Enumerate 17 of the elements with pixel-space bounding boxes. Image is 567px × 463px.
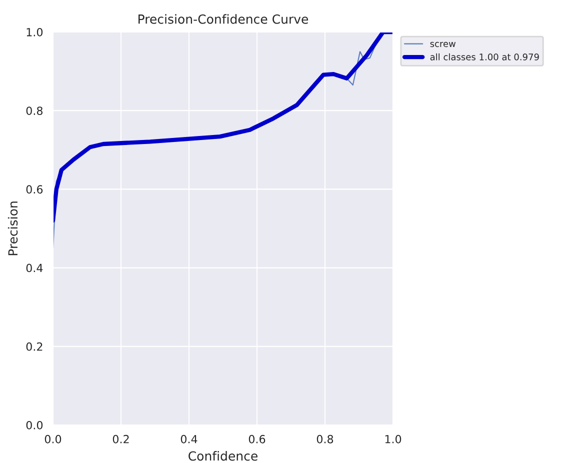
x-tick-label: 0.4: [180, 434, 198, 444]
x-tick-label: 1.0: [385, 434, 402, 444]
x-tick-label: 0.0: [44, 434, 62, 444]
y-axis-title: Precision: [8, 202, 18, 256]
y-tick-label: 1.0: [26, 28, 43, 36]
y-tick-label: 0.2: [26, 342, 42, 351]
y-tick-label: 0.8: [26, 106, 43, 115]
x-tick-label: 0.8: [316, 434, 334, 444]
x-tick-label: 0.2: [112, 434, 129, 444]
legend-label: all classes 1.00 at 0.979: [430, 53, 539, 60]
y-tick-label: 0.0: [26, 420, 43, 430]
y-tick-label: 0.6: [26, 185, 43, 194]
legend-label: screw: [430, 42, 456, 48]
y-tick-label: 0.4: [26, 264, 43, 272]
chart-title: Precision-Confidence Curve: [138, 14, 308, 24]
x-axis-title: Confidence: [188, 451, 258, 461]
x-tick-label: 0.6: [248, 434, 266, 444]
